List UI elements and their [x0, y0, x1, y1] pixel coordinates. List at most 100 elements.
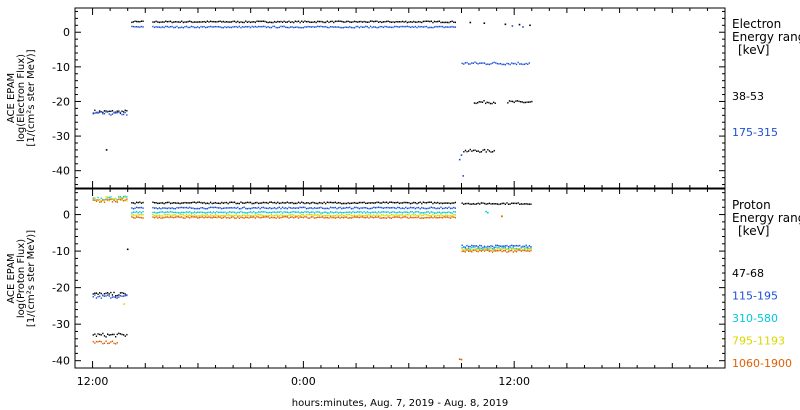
- data-point: [171, 211, 173, 213]
- data-point: [103, 342, 106, 344]
- data-point: [488, 250, 490, 252]
- data-point: [422, 26, 424, 28]
- data-point: [390, 217, 392, 219]
- data-point: [333, 26, 335, 28]
- data-point: [296, 202, 298, 205]
- data-point: [424, 201, 426, 204]
- data-point: [139, 21, 141, 23]
- data-point: [137, 212, 139, 214]
- data-point: [501, 250, 503, 253]
- data-point: [435, 217, 437, 219]
- data-point: [398, 214, 400, 216]
- data-point: [219, 26, 221, 28]
- series-175-315: [92, 25, 530, 177]
- data-point: [515, 202, 518, 205]
- data-point: [424, 20, 426, 23]
- data-point: [278, 206, 280, 209]
- data-point: [97, 293, 99, 295]
- y-tick-label: -30: [52, 130, 70, 143]
- data-point: [253, 202, 255, 205]
- data-point: [269, 214, 271, 217]
- data-point: [201, 21, 204, 23]
- data-point: [357, 211, 359, 213]
- data-point: [92, 296, 94, 298]
- data-point: [382, 214, 384, 216]
- data-point: [168, 201, 170, 204]
- data-point: [270, 214, 272, 216]
- data-point: [163, 211, 165, 214]
- data-point: [137, 214, 139, 216]
- data-point: [256, 26, 258, 28]
- data-point: [433, 216, 436, 218]
- data-point: [307, 25, 309, 28]
- data-point: [190, 216, 192, 218]
- data-point: [365, 216, 367, 219]
- data-point: [373, 217, 375, 219]
- data-point: [307, 202, 309, 204]
- data-point: [253, 21, 255, 23]
- data-point: [264, 201, 266, 204]
- data-point: [333, 212, 335, 214]
- data-point: [401, 214, 404, 216]
- data-point: [355, 21, 357, 23]
- data-point: [233, 214, 236, 217]
- data-point: [474, 248, 476, 251]
- y-tick-label: -10: [52, 61, 70, 74]
- data-point: [124, 109, 126, 112]
- data-point: [134, 26, 136, 28]
- data-point: [110, 297, 112, 299]
- data-point: [116, 297, 118, 299]
- data-point: [108, 110, 110, 112]
- data-point: [313, 217, 316, 219]
- data-point: [221, 214, 223, 217]
- data-point: [487, 63, 489, 65]
- data-point: [189, 26, 191, 29]
- data-point: [349, 211, 351, 213]
- data-point: [203, 207, 205, 210]
- data-point: [209, 216, 212, 219]
- data-point: [286, 26, 288, 29]
- data-point: [511, 248, 513, 250]
- data-point: [511, 202, 513, 204]
- data-point: [259, 25, 261, 28]
- data-point: [329, 211, 332, 213]
- data-point: [471, 62, 473, 64]
- data-point: [401, 25, 404, 28]
- data-point: [352, 216, 354, 219]
- data-point: [108, 342, 110, 344]
- data-point: [280, 207, 282, 210]
- data-point: [296, 20, 298, 23]
- data-point: [193, 26, 196, 29]
- data-point: [519, 248, 521, 250]
- data-point: [221, 21, 223, 23]
- data-point: [392, 26, 394, 29]
- data-point: [342, 215, 344, 217]
- data-point: [107, 111, 109, 113]
- proton-y-axis-label: ACE EPAM log(Proton Flux) [1/(cm²s ster Me…: [6, 230, 37, 327]
- data-point: [313, 21, 316, 23]
- data-point: [275, 214, 277, 216]
- data-point: [126, 333, 128, 336]
- data-point: [259, 20, 261, 23]
- data-point: [152, 216, 154, 218]
- data-point: [397, 211, 399, 214]
- data-point: [435, 202, 437, 204]
- data-point: [369, 25, 372, 28]
- data-point: [504, 248, 506, 251]
- data-point: [430, 216, 432, 218]
- data-point: [523, 203, 526, 205]
- data-point: [132, 216, 135, 219]
- data-point: [304, 26, 306, 28]
- data-point: [245, 20, 247, 22]
- data-point: [206, 202, 208, 204]
- data-point: [384, 25, 386, 28]
- data-point: [132, 208, 135, 210]
- data-point: [483, 248, 486, 250]
- data-point: [200, 201, 202, 204]
- data-point: [381, 217, 383, 219]
- data-point: [429, 26, 431, 29]
- data-point: [461, 62, 463, 65]
- data-point: [360, 216, 362, 218]
- data-point: [334, 20, 336, 23]
